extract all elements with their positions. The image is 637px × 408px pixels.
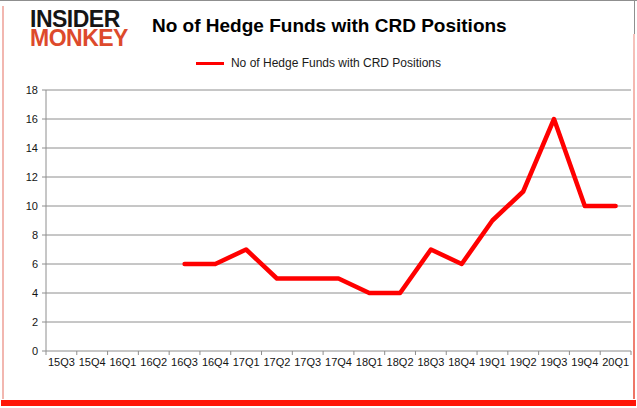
x-axis-tick-label: 15Q4 xyxy=(79,356,106,368)
y-axis-tick-label: 0 xyxy=(32,345,38,357)
x-axis-tick-label: 16Q1 xyxy=(110,356,137,368)
x-axis-tick-label: 17Q4 xyxy=(325,356,352,368)
x-axis-tick-label: 16Q2 xyxy=(140,356,167,368)
x-axis-tick-label: 19Q1 xyxy=(479,356,506,368)
x-axis-tick-label: 15Q3 xyxy=(48,356,75,368)
x-axis-tick-label: 16Q4 xyxy=(202,356,229,368)
x-axis-tick-label: 20Q1 xyxy=(602,356,629,368)
x-axis-tick-label: 17Q1 xyxy=(233,356,260,368)
x-axis-tick-label: 17Q2 xyxy=(263,356,290,368)
x-axis-tick-label: 16Q3 xyxy=(171,356,198,368)
y-axis-tick-label: 18 xyxy=(26,84,38,96)
y-axis-tick-label: 10 xyxy=(26,200,38,212)
x-axis-tick-label: 19Q4 xyxy=(571,356,598,368)
chart-widget: INSIDER MONKEY No of Hedge Funds with CR… xyxy=(0,0,637,408)
x-axis-tick-label: 18Q4 xyxy=(448,356,475,368)
y-axis-tick-label: 6 xyxy=(32,258,38,270)
x-axis-tick-label: 19Q2 xyxy=(510,356,537,368)
y-axis-tick-label: 16 xyxy=(26,113,38,125)
y-axis-tick-label: 14 xyxy=(26,142,38,154)
y-axis-tick-label: 4 xyxy=(32,287,38,299)
x-axis-tick-label: 17Q3 xyxy=(294,356,321,368)
line-chart: 0 2 4 6 8 10 12 14 16 18 15Q3 15Q4 16Q116Q2 16Q3 16Q4 1… xyxy=(0,0,637,408)
y-axis-tick-label: 8 xyxy=(32,229,38,241)
y-axis-tick-label: 2 xyxy=(32,316,38,328)
x-axis-tick-label: 19Q3 xyxy=(541,356,568,368)
x-axis-tick-label: 18Q3 xyxy=(417,356,444,368)
y-axis-tick-label: 12 xyxy=(26,171,38,183)
x-axis-tick-label: 18Q2 xyxy=(387,356,414,368)
x-axis-tick-label: 18Q1 xyxy=(356,356,383,368)
